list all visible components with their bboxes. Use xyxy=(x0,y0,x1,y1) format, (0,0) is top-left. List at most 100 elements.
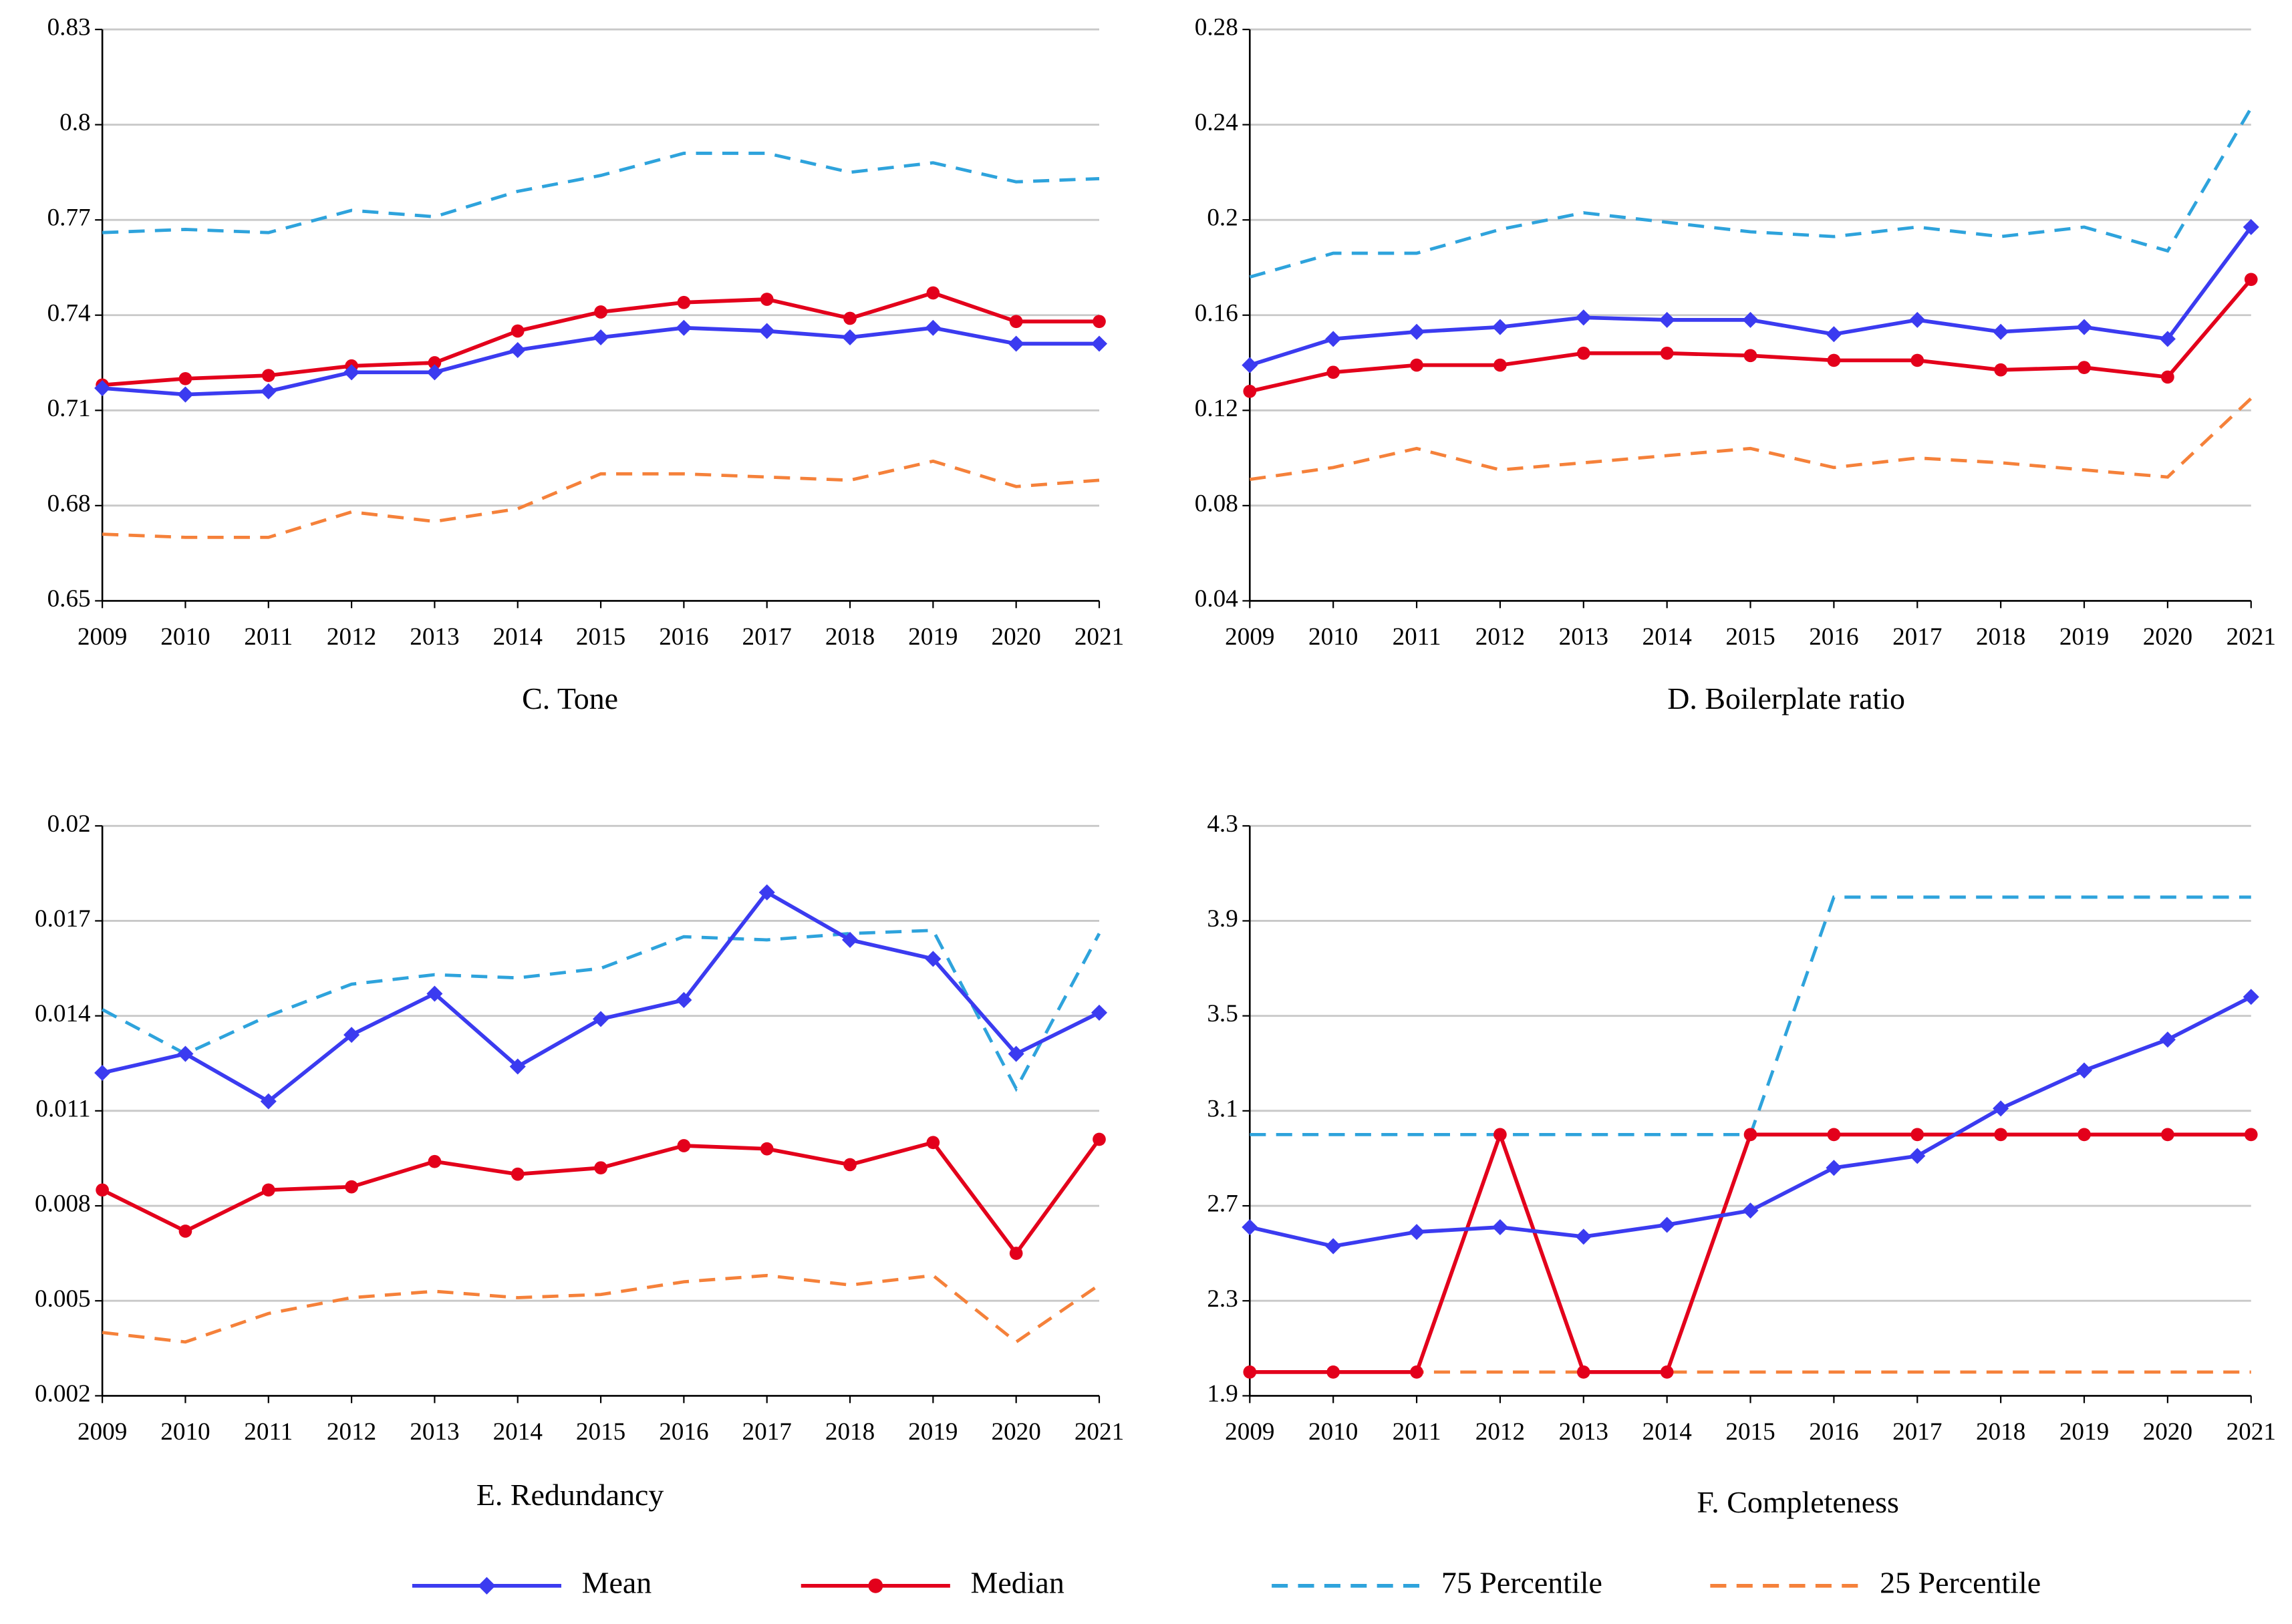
data-point xyxy=(1575,309,1592,326)
data-point xyxy=(177,1045,194,1062)
legend-marker xyxy=(478,1577,496,1595)
data-point xyxy=(842,329,859,346)
y-tick-label: 0.8 xyxy=(59,109,90,136)
data-point xyxy=(1491,319,1508,335)
x-tick-label: 2009 xyxy=(1225,623,1274,651)
data-point xyxy=(758,884,775,901)
x-tick-label: 2012 xyxy=(327,623,376,651)
data-point xyxy=(1409,1224,1425,1241)
y-tick-label: 3.9 xyxy=(1207,905,1238,933)
data-point xyxy=(261,1183,275,1197)
data-point xyxy=(1326,365,1340,379)
y-tick-label: 0.008 xyxy=(35,1190,91,1218)
legend-label: Mean xyxy=(582,1565,652,1599)
data-point xyxy=(178,371,192,385)
y-tick-label: 0.83 xyxy=(47,14,91,41)
y-tick-label: 0.65 xyxy=(47,585,91,613)
y-tick-label: 2.3 xyxy=(1207,1285,1238,1313)
data-point xyxy=(926,286,940,300)
data-point xyxy=(260,1093,277,1110)
data-point xyxy=(94,1064,111,1081)
data-point xyxy=(94,380,111,397)
x-tick-label: 2014 xyxy=(493,1418,543,1446)
x-tick-label: 2010 xyxy=(1308,623,1358,651)
y-tick-label: 0.12 xyxy=(1195,395,1238,422)
data-point xyxy=(1409,323,1425,340)
data-point xyxy=(1742,1202,1759,1219)
data-point xyxy=(178,1225,192,1238)
data-point xyxy=(1008,335,1024,352)
x-tick-label: 2015 xyxy=(576,1418,625,1446)
data-point xyxy=(511,324,525,338)
data-point xyxy=(1993,323,2009,340)
y-tick-label: 0.2 xyxy=(1207,204,1238,232)
x-tick-label: 2018 xyxy=(825,1418,875,1446)
data-point xyxy=(1993,1100,2009,1117)
x-tick-label: 2012 xyxy=(1475,623,1525,651)
data-point xyxy=(1410,358,1423,372)
series-line xyxy=(101,1138,1101,1257)
x-tick-label: 2020 xyxy=(2143,623,2192,651)
data-point xyxy=(426,985,443,1002)
data-point xyxy=(1243,384,1257,398)
series-line xyxy=(102,890,1101,1104)
x-tick-label: 2014 xyxy=(1642,623,1691,651)
data-point xyxy=(2075,319,2093,335)
x-tick-label: 2017 xyxy=(1892,1418,1942,1446)
data-point xyxy=(1093,315,1106,329)
x-tick-label: 2016 xyxy=(659,1418,708,1446)
data-point xyxy=(1827,1128,1841,1142)
y-tick-label: 0.017 xyxy=(35,905,91,933)
y-tick-label: 0.005 xyxy=(35,1285,91,1313)
data-point xyxy=(1743,1128,1757,1142)
legend-label: 75 Percentile xyxy=(1441,1565,1602,1599)
y-tick-label: 3.5 xyxy=(1207,1000,1238,1027)
x-tick-label: 2018 xyxy=(1976,1418,2025,1446)
x-tick-label: 2018 xyxy=(825,623,875,651)
data-point xyxy=(760,1142,774,1156)
data-point xyxy=(261,369,275,382)
y-tick-label: 1.9 xyxy=(1207,1380,1238,1408)
data-point xyxy=(1742,311,1759,328)
data-point xyxy=(593,1011,609,1027)
x-tick-label: 2012 xyxy=(327,1418,376,1446)
x-tick-label: 2009 xyxy=(1225,1418,1274,1446)
data-point xyxy=(260,383,277,399)
data-point xyxy=(1660,1365,1674,1379)
y-tick-label: 2.7 xyxy=(1207,1190,1238,1218)
data-point xyxy=(1827,353,1841,367)
y-tick-label: 0.014 xyxy=(35,1000,91,1027)
data-point xyxy=(1826,1160,1842,1176)
data-point xyxy=(1910,1128,1924,1142)
data-point xyxy=(345,1180,358,1194)
y-tick-label: 0.011 xyxy=(35,1095,90,1122)
chart-title: C. Tone xyxy=(522,681,618,715)
data-point xyxy=(1325,331,1342,347)
data-point xyxy=(1576,346,1590,360)
data-point xyxy=(925,951,942,967)
data-point xyxy=(676,991,692,1008)
data-point xyxy=(511,1167,525,1181)
data-point xyxy=(2159,1031,2176,1048)
series-line xyxy=(1249,107,2253,279)
data-point xyxy=(1242,1219,1258,1236)
x-tick-label: 2016 xyxy=(1809,623,1858,651)
x-tick-label: 2017 xyxy=(742,623,792,651)
data-point xyxy=(96,1183,109,1197)
data-point xyxy=(1576,1365,1590,1379)
y-tick-label: 0.71 xyxy=(47,395,91,422)
data-point xyxy=(2244,1128,2258,1142)
data-point xyxy=(2244,273,2258,287)
data-point xyxy=(509,1058,526,1075)
data-point xyxy=(593,329,609,346)
data-point xyxy=(1243,1365,1257,1379)
data-point xyxy=(758,323,775,339)
data-point xyxy=(1009,1247,1023,1260)
x-tick-label: 2016 xyxy=(659,623,708,651)
x-tick-label: 2013 xyxy=(410,623,459,651)
x-tick-label: 2021 xyxy=(1075,1418,1124,1446)
data-point xyxy=(1909,1148,1926,1164)
x-tick-label: 2021 xyxy=(1075,623,1124,651)
x-tick-label: 2015 xyxy=(1725,1418,1775,1446)
